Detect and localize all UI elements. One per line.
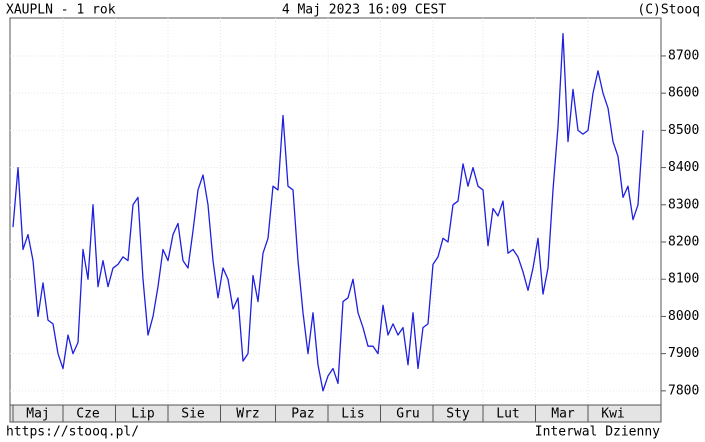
price-line (12, 32, 644, 392)
x-tick-label: Lis (341, 407, 364, 422)
x-axis-band (10, 405, 661, 422)
x-tick-label: Wrz (236, 407, 259, 422)
y-tick-label: 8700 (668, 48, 699, 63)
y-tick-label: 8600 (668, 86, 699, 101)
chart-title: XAUPLN - 1 rok (6, 3, 116, 18)
x-tick-label: Maj (26, 407, 49, 422)
chart-source: (C)Stooq (637, 3, 700, 18)
x-tick-label: Sty (446, 407, 470, 422)
x-tick-label: Paz (291, 407, 314, 422)
y-tick-label: 8100 (668, 272, 699, 287)
chart-date: 4 Maj 2023 16:09 CEST (282, 3, 447, 18)
y-tick-label: 8500 (668, 123, 699, 138)
x-tick-label: Sie (181, 407, 205, 422)
y-tick-label: 7800 (668, 383, 699, 398)
x-tick-label: Cze (76, 407, 100, 422)
y-tick-label: 7900 (668, 346, 699, 361)
x-tick-label: Lip (131, 407, 155, 422)
x-tick-label: Mar (551, 407, 575, 422)
y-tick-label: 8300 (668, 197, 699, 212)
plot-frame (9, 17, 662, 423)
y-tick-label: 8200 (668, 235, 699, 250)
x-tick-label: Lut (496, 407, 519, 422)
footer-url: https://stooq.pl/ (6, 425, 139, 440)
x-tick-label: Gru (396, 407, 419, 422)
y-tick-label: 8400 (668, 160, 699, 175)
footer-interval: Interwal Dzienny (535, 425, 660, 440)
y-tick-label: 8000 (668, 309, 699, 324)
x-tick-label: Kwi (601, 407, 624, 422)
